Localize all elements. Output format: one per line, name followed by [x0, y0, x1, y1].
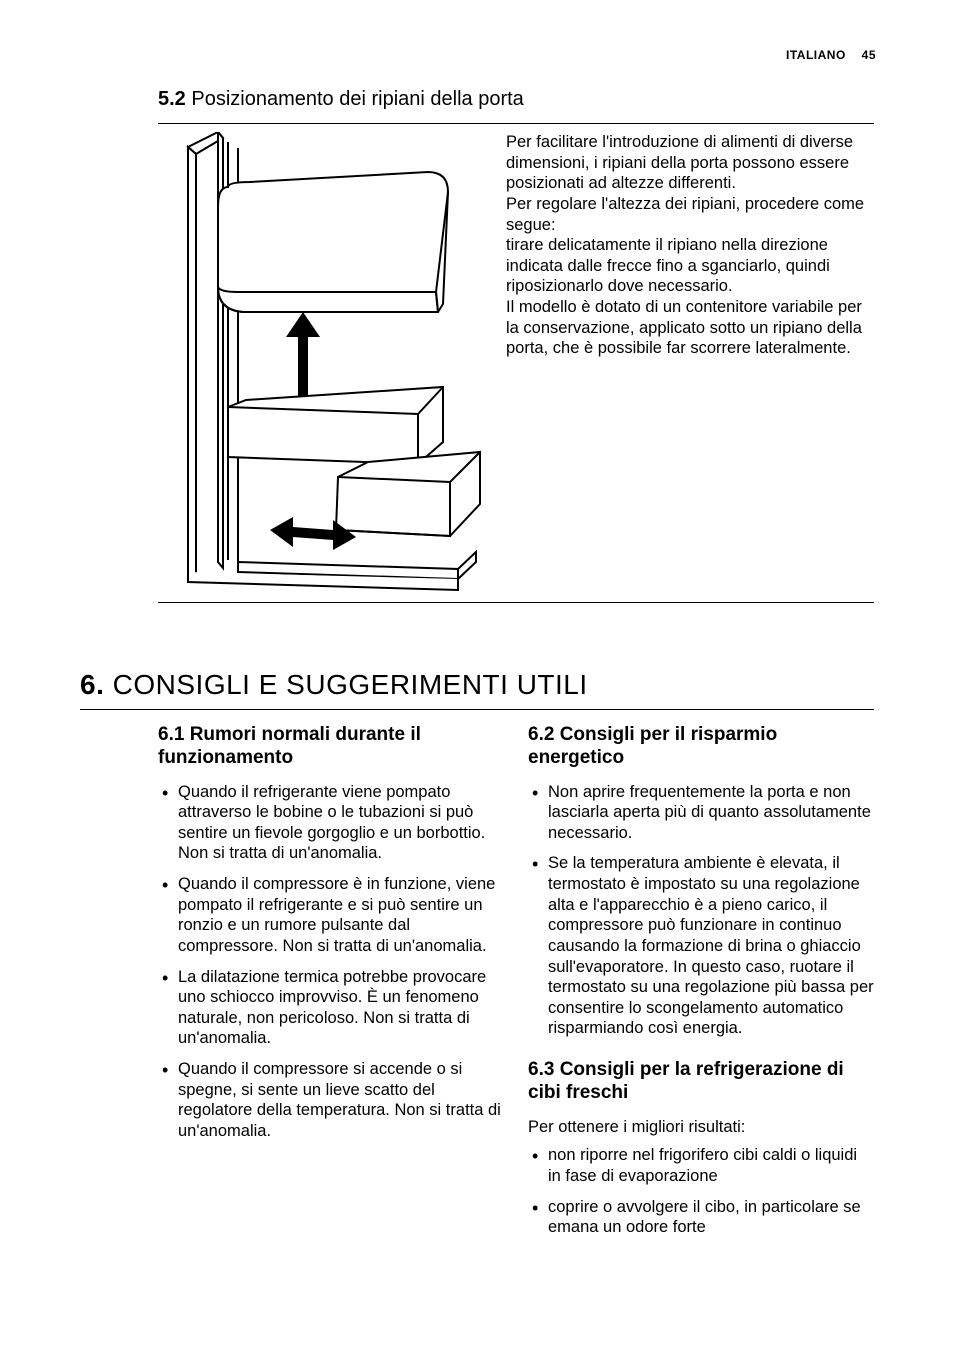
section-6-3: 6.3 Consigli per la refrigerazione di ci… — [528, 1059, 874, 1238]
list-item: Quando il compressore si accende o si sp… — [158, 1059, 504, 1142]
section-6-columns: 6.1 Rumori normali durante il funzioname… — [158, 724, 874, 1248]
section-6-3-intro: Per ottenere i migliori risultati: — [528, 1117, 874, 1138]
para: Il modello è dotato di un contenitore va… — [506, 297, 874, 359]
section-6-2-heading: Consigli per il risparmio energetico — [528, 724, 777, 768]
door-shelf-diagram-svg — [158, 132, 488, 592]
list-item: coprire o avvolgere il cibo, in particol… — [528, 1197, 874, 1238]
section-5-2-heading: Posizionamento dei ripiani della porta — [191, 88, 523, 110]
door-shelf-diagram — [158, 132, 488, 592]
section-6-heading: CONSIGLI E SUGGERIMENTI UTILI — [113, 669, 588, 700]
section-6-1-heading: Rumori normali durante il funzionamento — [158, 724, 421, 768]
list-item: Se la temperatura ambiente è elevata, il… — [528, 853, 874, 1039]
section-6-3-heading: Consigli per la refrigerazione di cibi f… — [528, 1059, 844, 1103]
section-6-title: 6. CONSIGLI E SUGGERIMENTI UTILI — [80, 669, 874, 701]
section-6-2-number: 6.2 — [528, 724, 554, 745]
section-5-2-number: 5.2 — [158, 88, 186, 110]
page-number: 45 — [862, 48, 876, 62]
para: Per facilitare l'introduzione di aliment… — [506, 132, 874, 194]
page-header: ITALIANO 45 — [786, 48, 876, 62]
list-item: non riporre nel frigorifero cibi caldi o… — [528, 1145, 874, 1186]
section-6-2-list: Non aprire frequentemente la porta e non… — [528, 782, 874, 1040]
list-item: Quando il refrigerante viene pompato att… — [158, 782, 504, 865]
section-6-1-title: 6.1 Rumori normali durante il funzioname… — [158, 724, 504, 770]
list-item: La dilatazione termica potrebbe provocar… — [158, 967, 504, 1050]
up-arrow-icon — [286, 312, 320, 397]
section-6-3-title: 6.3 Consigli per la refrigerazione di ci… — [528, 1059, 874, 1105]
divider — [158, 123, 874, 124]
right-column: 6.2 Consigli per il risparmio energetico… — [528, 724, 874, 1248]
divider — [80, 709, 874, 710]
header-language: ITALIANO — [786, 48, 846, 62]
section-6-3-list: non riporre nel frigorifero cibi caldi o… — [528, 1145, 874, 1238]
section-6-number: 6. — [80, 669, 104, 700]
section-5-2-title: 5.2 Posizionamento dei ripiani della por… — [158, 88, 874, 111]
section-6-1-list: Quando il refrigerante viene pompato att… — [158, 782, 504, 1142]
section-6-1-number: 6.1 — [158, 724, 184, 745]
section-6-3-number: 6.3 — [528, 1059, 554, 1080]
para: Per regolare l'altezza dei ripiani, proc… — [506, 194, 874, 235]
section-5-2-body: Per facilitare l'introduzione di aliment… — [158, 132, 874, 592]
para: tirare delicatamente il ripiano nella di… — [506, 235, 874, 297]
left-column: 6.1 Rumori normali durante il funzioname… — [158, 724, 504, 1248]
section-5-2-text: Per facilitare l'introduzione di aliment… — [506, 132, 874, 359]
list-item: Quando il compressore è in funzione, vie… — [158, 874, 504, 957]
list-item: Non aprire frequentemente la porta e non… — [528, 782, 874, 844]
divider — [158, 602, 874, 603]
section-6-2-title: 6.2 Consigli per il risparmio energetico — [528, 724, 874, 770]
